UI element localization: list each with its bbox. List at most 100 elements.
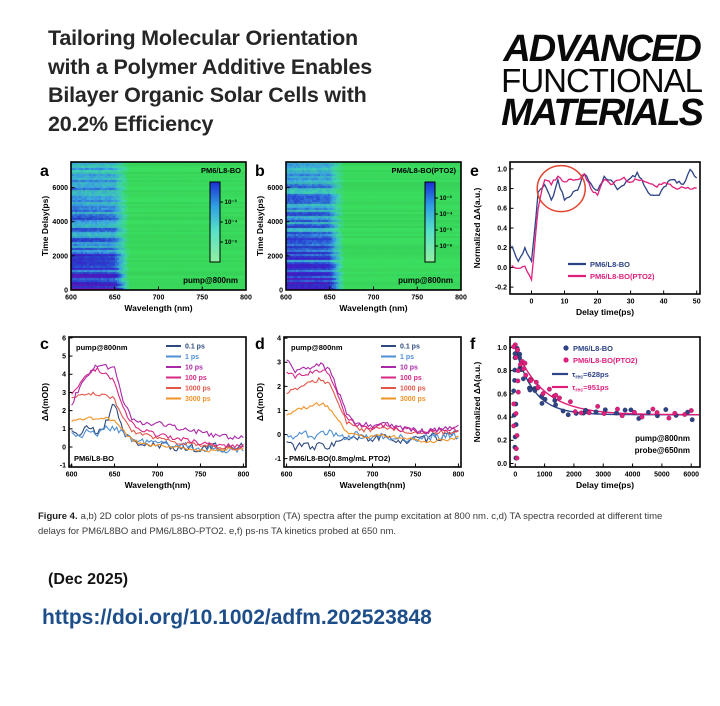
data-point xyxy=(645,410,651,416)
panel-d: 600 650 700 750 800 -1 0 1 2 3 4 Wavelength(nm) ΔA(m… xyxy=(253,327,468,502)
svg-text:10⁻³: 10⁻³ xyxy=(440,196,452,203)
series-PM6/L8-BO xyxy=(511,168,698,264)
series-PM6/L8-BO(PTO2) xyxy=(511,173,697,283)
data-point xyxy=(553,393,559,399)
highlight-circle xyxy=(536,165,586,213)
svg-text:10⁻⁴: 10⁻⁴ xyxy=(440,212,453,219)
data-point xyxy=(565,412,571,418)
svg-text:1: 1 xyxy=(277,408,281,415)
data-point xyxy=(628,407,634,413)
svg-text:10 ps: 10 ps xyxy=(400,365,418,372)
svg-text:pump@800nm: pump@800nm xyxy=(183,276,238,285)
figure-row-2: 600 650 700 750 800 -1 0 1 2 3 4 5 6 Wavelength(nm) ΔA… xyxy=(38,327,720,502)
svg-text:10⁻⁵: 10⁻⁵ xyxy=(440,228,453,235)
data-point xyxy=(521,366,527,372)
title-line-2: with a Polymer Additive Enables xyxy=(48,54,372,79)
data-point xyxy=(682,412,688,418)
svg-text:-1: -1 xyxy=(60,463,66,470)
plot-frame xyxy=(283,336,462,469)
svg-text:650: 650 xyxy=(324,295,336,302)
svg-text:3: 3 xyxy=(62,390,66,397)
data-point xyxy=(522,361,528,367)
svg-text:0.2: 0.2 xyxy=(497,245,507,252)
svg-text:4: 4 xyxy=(62,372,66,379)
data-point xyxy=(553,402,559,408)
svg-text:1000 ps: 1000 ps xyxy=(185,386,211,393)
svg-text:0: 0 xyxy=(513,472,517,479)
svg-text:10⁻⁵: 10⁻⁵ xyxy=(225,240,238,247)
svg-text:2000: 2000 xyxy=(566,472,582,479)
svg-text:PM6/L8-BO: PM6/L8-BO xyxy=(590,260,630,269)
svg-text:0.1 ps: 0.1 ps xyxy=(400,344,420,351)
panel-b: 600 650 700 750 800 0 2000 4000 6000 Wavelength (… xyxy=(253,154,468,327)
svg-text:0.2: 0.2 xyxy=(497,438,507,445)
svg-text:pump@800nm: pump@800nm xyxy=(398,276,453,285)
series-1ps xyxy=(286,429,459,444)
svg-text:1000: 1000 xyxy=(537,472,553,479)
svg-text:6000: 6000 xyxy=(267,185,283,192)
chart-f: 0 1000 2000 3000 4000 5000 6000 0.0 0.2 0.4 0.6 0.8… xyxy=(470,336,701,490)
doi-link[interactable]: https://doi.org/10.1002/adfm.202523848 xyxy=(42,605,432,629)
svg-text:probe@650nm: probe@650nm xyxy=(635,446,690,455)
data-point xyxy=(546,387,552,393)
plot-frame xyxy=(509,336,701,469)
data-point xyxy=(513,355,519,361)
svg-text:PM6/L8-BO(PTO2): PM6/L8-BO(PTO2) xyxy=(392,166,457,175)
series-100ps xyxy=(71,366,244,449)
data-point xyxy=(663,407,669,413)
svg-text:f: f xyxy=(470,336,476,353)
data-point xyxy=(654,410,660,416)
svg-text:Wavelength(nm): Wavelength(nm) xyxy=(125,480,191,490)
figure-caption: Figure 4. a,b) 2D color plots of ps-ns tr… xyxy=(38,510,692,539)
svg-text:3000 ps: 3000 ps xyxy=(185,396,211,403)
data-point xyxy=(515,368,521,374)
data-point xyxy=(523,373,529,379)
panel-f: 0 1000 2000 3000 4000 5000 6000 0.0 0.2 0.4 0.6 0.8… xyxy=(468,327,710,502)
svg-text:650: 650 xyxy=(109,295,121,302)
svg-text:700: 700 xyxy=(152,472,164,479)
caption-text: a,b) 2D color plots of ps-ns transient a… xyxy=(38,511,663,537)
svg-text:600: 600 xyxy=(281,472,293,479)
data-point xyxy=(528,378,534,384)
data-point xyxy=(535,384,541,390)
data-point xyxy=(631,410,637,416)
svg-text:700: 700 xyxy=(153,295,165,302)
svg-text:ΔA(mOD): ΔA(mOD) xyxy=(40,383,50,421)
svg-text:4: 4 xyxy=(277,336,281,343)
data-point xyxy=(689,417,695,423)
svg-text:b: b xyxy=(255,163,265,180)
svg-text:1.0: 1.0 xyxy=(497,167,507,174)
svg-text:Wavelength (nm): Wavelength (nm) xyxy=(339,303,407,313)
title-line-4: 20.2% Efficiency xyxy=(48,111,214,136)
colorbar xyxy=(424,181,436,263)
svg-text:800: 800 xyxy=(455,295,467,302)
svg-text:1.0: 1.0 xyxy=(497,345,507,352)
svg-text:600: 600 xyxy=(280,295,292,302)
caption-label: Figure 4. xyxy=(38,511,78,523)
kinetics-scatter xyxy=(511,342,699,462)
svg-text:PM6/L8-BO(PTO2): PM6/L8-BO(PTO2) xyxy=(590,272,655,281)
svg-text:10⁻⁶: 10⁻⁶ xyxy=(440,244,453,251)
chart-b: 600 650 700 750 800 0 2000 4000 6000 Wavelength (… xyxy=(255,161,467,313)
fit-label: τrec=951ps xyxy=(572,383,609,394)
svg-text:0.0: 0.0 xyxy=(497,265,507,272)
panel-c: 600 650 700 750 800 -1 0 1 2 3 4 5 6 Wavelength(nm) ΔA… xyxy=(38,327,253,502)
svg-text:0: 0 xyxy=(277,432,281,439)
svg-text:2: 2 xyxy=(277,384,281,391)
data-point xyxy=(514,347,521,353)
data-point xyxy=(511,344,517,350)
svg-text:a: a xyxy=(40,163,49,180)
svg-text:e: e xyxy=(470,163,479,180)
svg-text:Delay time(ps): Delay time(ps) xyxy=(576,307,634,317)
series-lines xyxy=(71,364,244,454)
data-point xyxy=(666,415,672,422)
kinetics-lines xyxy=(511,168,698,283)
data-point xyxy=(556,395,563,401)
svg-text:10: 10 xyxy=(561,299,569,306)
data-point xyxy=(552,398,558,404)
svg-text:PM6/L8-BO: PM6/L8-BO xyxy=(74,454,114,463)
series-3000ps xyxy=(71,416,244,453)
data-point xyxy=(619,413,625,419)
svg-text:Normalized ΔA(a.u.): Normalized ΔA(a.u.) xyxy=(472,188,482,269)
